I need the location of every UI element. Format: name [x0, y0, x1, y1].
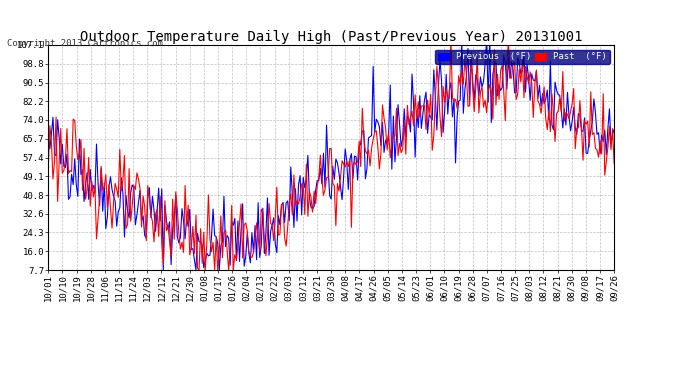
Previous  (°F): [274, 213, 282, 218]
Previous  (°F): [44, 132, 52, 137]
Previous  (°F): [201, 258, 210, 263]
Line: Past  (°F): Past (°F): [48, 38, 614, 270]
Past  (°F): [201, 268, 210, 272]
Previous  (°F): [271, 241, 279, 246]
Previous  (°F): [166, 219, 174, 224]
Legend: Previous  (°F), Past  (°F): Previous (°F), Past (°F): [435, 50, 609, 64]
Past  (°F): [446, 36, 455, 40]
Past  (°F): [271, 216, 279, 220]
Previous  (°F): [610, 128, 618, 132]
Line: Previous  (°F): Previous (°F): [48, 38, 614, 270]
Past  (°F): [532, 68, 540, 72]
Previous  (°F): [159, 268, 168, 272]
Previous  (°F): [482, 36, 491, 40]
Title: Outdoor Temperature Daily High (Past/Previous Year) 20131001: Outdoor Temperature Daily High (Past/Pre…: [80, 30, 582, 44]
Previous  (°F): [532, 69, 540, 74]
Text: Copyright 2013 Cartronics.com: Copyright 2013 Cartronics.com: [7, 39, 163, 48]
Past  (°F): [195, 268, 204, 272]
Previous  (°F): [586, 129, 595, 134]
Past  (°F): [44, 165, 52, 169]
Past  (°F): [274, 233, 282, 237]
Past  (°F): [164, 224, 172, 228]
Past  (°F): [610, 162, 618, 166]
Past  (°F): [586, 90, 595, 94]
